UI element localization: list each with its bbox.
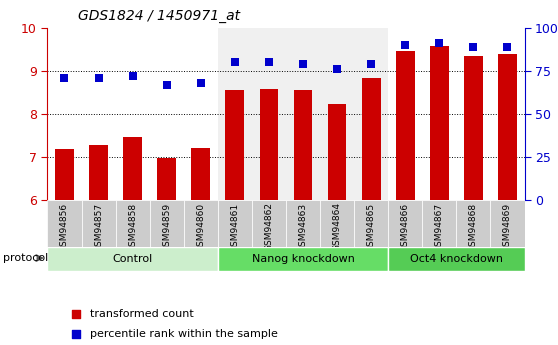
- Point: [367, 61, 376, 67]
- Bar: [286, 200, 320, 247]
- Bar: [47, 200, 81, 247]
- Text: GSM94868: GSM94868: [469, 203, 478, 252]
- Bar: [422, 200, 456, 247]
- Bar: [464, 57, 483, 200]
- Bar: [388, 247, 525, 271]
- Bar: [225, 90, 244, 200]
- Text: GSM94862: GSM94862: [264, 203, 273, 252]
- Bar: [294, 90, 312, 200]
- Bar: [218, 28, 388, 200]
- Text: GSM94865: GSM94865: [367, 203, 376, 252]
- Text: GSM94858: GSM94858: [128, 203, 137, 252]
- Bar: [354, 200, 388, 247]
- Text: GSM94857: GSM94857: [94, 203, 103, 252]
- Bar: [490, 200, 525, 247]
- Bar: [191, 148, 210, 200]
- Bar: [150, 200, 184, 247]
- Point: [128, 73, 137, 79]
- Point: [162, 82, 171, 87]
- Bar: [498, 54, 517, 200]
- Bar: [81, 200, 116, 247]
- Text: percentile rank within the sample: percentile rank within the sample: [90, 329, 278, 339]
- Point: [299, 61, 307, 67]
- Bar: [184, 200, 218, 247]
- Text: GSM94867: GSM94867: [435, 203, 444, 252]
- Bar: [396, 51, 415, 200]
- Text: GSM94861: GSM94861: [230, 203, 239, 252]
- Text: protocol: protocol: [3, 253, 48, 263]
- Text: Control: Control: [113, 254, 153, 264]
- Point: [94, 75, 103, 80]
- Bar: [55, 149, 74, 200]
- Bar: [252, 200, 286, 247]
- Bar: [430, 46, 449, 200]
- Bar: [218, 200, 252, 247]
- Point: [333, 66, 341, 72]
- Bar: [362, 78, 381, 200]
- Point: [401, 42, 410, 48]
- Text: Oct4 knockdown: Oct4 knockdown: [410, 254, 503, 264]
- Text: Nanog knockdown: Nanog knockdown: [252, 254, 354, 264]
- Point: [71, 311, 80, 317]
- Point: [60, 75, 69, 80]
- Bar: [320, 200, 354, 247]
- Bar: [157, 158, 176, 200]
- Bar: [89, 145, 108, 200]
- Text: GDS1824 / 1450971_at: GDS1824 / 1450971_at: [78, 9, 240, 23]
- Text: GSM94860: GSM94860: [196, 203, 205, 252]
- Bar: [328, 104, 347, 200]
- Text: GSM94859: GSM94859: [162, 203, 171, 252]
- Point: [435, 40, 444, 46]
- Bar: [388, 200, 422, 247]
- Bar: [259, 89, 278, 200]
- Bar: [47, 247, 218, 271]
- Point: [230, 59, 239, 65]
- Point: [196, 80, 205, 86]
- Text: GSM94856: GSM94856: [60, 203, 69, 252]
- Text: GSM94864: GSM94864: [333, 203, 341, 252]
- Bar: [116, 200, 150, 247]
- Text: GSM94866: GSM94866: [401, 203, 410, 252]
- Text: GSM94869: GSM94869: [503, 203, 512, 252]
- Bar: [218, 247, 388, 271]
- Point: [503, 44, 512, 49]
- Point: [71, 331, 80, 337]
- Point: [264, 59, 273, 65]
- Point: [469, 44, 478, 49]
- Text: transformed count: transformed count: [90, 309, 194, 319]
- Text: GSM94863: GSM94863: [299, 203, 307, 252]
- Bar: [456, 200, 490, 247]
- Bar: [123, 137, 142, 200]
